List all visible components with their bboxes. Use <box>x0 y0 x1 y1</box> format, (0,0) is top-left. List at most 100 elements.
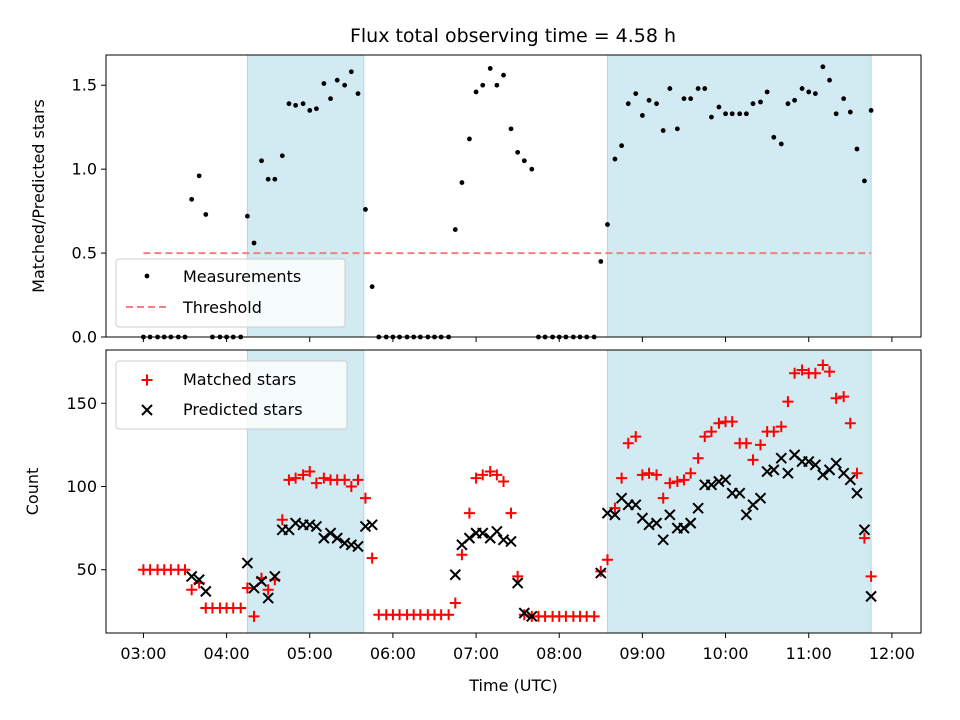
y-tick-label: 0.5 <box>72 244 97 263</box>
predicted-star-point <box>241 557 254 569</box>
measurement-point <box>265 176 271 182</box>
matched-star-point <box>643 467 655 479</box>
measurement-point <box>743 111 749 117</box>
matched-star-point <box>844 417 856 429</box>
matched-star-point <box>484 466 496 478</box>
matched-star-point <box>518 609 530 621</box>
matched-star-point <box>359 492 371 504</box>
y-tick-label: 50 <box>77 560 97 579</box>
predicted-star-point <box>269 570 281 583</box>
matched-star-point <box>616 472 628 484</box>
predicted-star-point <box>754 492 767 504</box>
measurement-point <box>737 111 743 117</box>
matched-star-point <box>297 469 309 481</box>
measurement-point <box>833 111 839 117</box>
matched-star-point <box>262 584 274 596</box>
measurement-point <box>640 113 645 118</box>
measurement-point <box>778 141 784 147</box>
matched-star-point <box>789 367 801 379</box>
measurement-point <box>272 176 278 182</box>
matched-star-point <box>595 565 607 577</box>
measurement-point <box>501 72 506 78</box>
matched-star-point <box>699 431 711 443</box>
measurement-point <box>758 99 763 105</box>
measurement-point <box>785 101 791 107</box>
measurement-point <box>314 106 319 112</box>
measurement-point <box>300 101 306 107</box>
predicted-star-point <box>526 610 538 623</box>
measurement-point <box>799 86 805 91</box>
matched-star-point <box>498 476 510 488</box>
predicted-star-point <box>719 474 732 486</box>
legend-measurements-marker <box>144 273 150 279</box>
measurement-point <box>521 158 527 164</box>
matched-star-point <box>491 469 503 481</box>
top-panel: 0.0 0.5 1.0 1.5 Matched/Predicted stars Mea… <box>29 54 922 347</box>
matched-star-point <box>290 472 302 484</box>
measurement-point <box>702 86 708 91</box>
measurement-point <box>189 196 195 202</box>
legend-predicted-marker <box>141 404 153 416</box>
measurement-point <box>342 82 348 88</box>
measurement-point <box>196 173 202 179</box>
matched-star-point <box>678 474 690 486</box>
predicted-star-point <box>705 479 718 491</box>
measurement-point <box>847 109 853 115</box>
predicted-star-point <box>505 535 517 548</box>
predicted-star-point <box>684 517 697 529</box>
measurement-point <box>681 96 687 102</box>
measurement-point <box>723 111 728 117</box>
matched-star-point <box>651 469 663 481</box>
predicted-star-point <box>310 520 323 533</box>
measurement-point <box>854 146 860 152</box>
legend-matched-marker <box>141 374 153 386</box>
matched-star-point <box>824 366 836 378</box>
matched-star-point <box>775 421 787 433</box>
matched-star-point <box>470 472 482 484</box>
matched-star-point <box>179 564 191 576</box>
measurement-point <box>716 104 722 110</box>
measurement-point <box>667 86 673 91</box>
matched-star-point <box>809 367 821 379</box>
matched-star-point <box>449 597 461 609</box>
measurement-point <box>612 156 618 162</box>
predicted-star-point <box>858 524 871 536</box>
matched-star-point <box>248 610 260 622</box>
matched-star-point <box>664 477 676 489</box>
measurement-points <box>141 64 874 340</box>
measurement-point <box>480 82 486 88</box>
predicted-star-point <box>193 574 205 586</box>
x-tick-label: 07:00 <box>453 644 499 663</box>
y-tick-label: 150 <box>66 394 97 413</box>
predicted-star-point <box>352 540 364 553</box>
measurement-point <box>605 222 610 227</box>
legend-plus <box>141 374 153 386</box>
measurement-point <box>452 227 458 232</box>
measurement-point <box>244 213 250 219</box>
measurement-point <box>709 114 714 120</box>
top-shaded-regions <box>246 54 872 338</box>
predicted-star-point <box>782 467 794 479</box>
predicted-star-point <box>200 585 212 598</box>
predicted-star-point <box>324 527 337 539</box>
matched-star-point <box>713 417 725 429</box>
measurement-point <box>625 101 631 107</box>
predicted-star-point <box>809 459 822 471</box>
predicted-star-point <box>803 455 815 468</box>
matched-star-point <box>830 392 842 404</box>
bottom-y-axis-label: Count <box>23 468 42 516</box>
measurement-point <box>812 91 818 97</box>
matched-star-point <box>782 396 794 408</box>
measurement-point <box>841 96 847 102</box>
x-tick-label: 04:00 <box>204 644 250 663</box>
matched-star-point <box>241 582 253 594</box>
measurement-point <box>529 166 535 172</box>
measurement-point <box>355 91 361 97</box>
predicted-star-point <box>664 509 676 521</box>
matched-star-point <box>685 467 697 479</box>
matched-star-point <box>235 602 247 614</box>
measurement-point <box>633 91 639 97</box>
predicted-star-point <box>595 567 607 579</box>
matched-star-point <box>588 610 600 622</box>
